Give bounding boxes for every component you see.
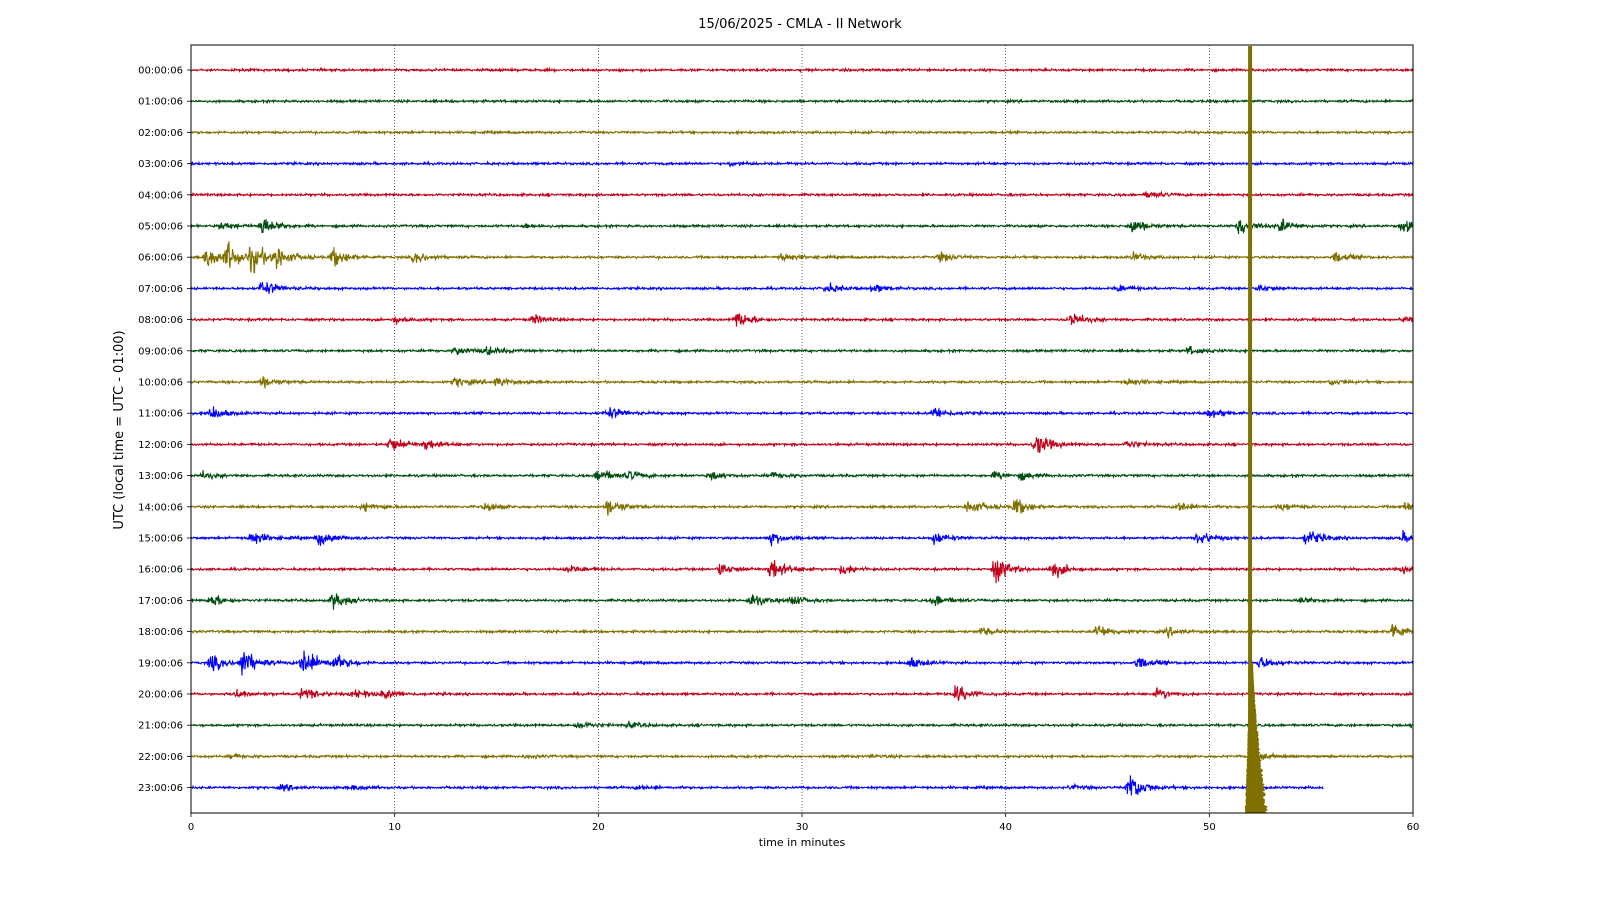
y-tick-label: 11:00:06 <box>138 409 183 420</box>
trace-210006 <box>190 720 1414 730</box>
x-tick-label: 20 <box>592 822 605 833</box>
x-axis-label: time in minutes <box>759 836 846 849</box>
x-tick-label: 30 <box>796 822 809 833</box>
y-tick-label: 23:00:06 <box>138 783 183 794</box>
y-tick-label: 00:00:06 <box>138 66 183 77</box>
trace-220006 <box>191 752 1414 761</box>
trace-090006 <box>190 345 1414 356</box>
trace-010006 <box>190 97 1414 105</box>
y-tick-label: 07:00:06 <box>138 284 183 295</box>
y-tick-label: 19:00:06 <box>138 658 183 669</box>
x-tick-label: 50 <box>1203 822 1216 833</box>
y-tick-label: 06:00:06 <box>138 253 183 264</box>
y-tick-label: 01:00:06 <box>138 97 183 108</box>
y-tick-label: 21:00:06 <box>138 721 183 732</box>
y-tick-label: 02:00:06 <box>138 128 183 139</box>
x-tick-layer: 0 10 20 30 40 50 60 <box>188 813 1420 833</box>
trace-000006 <box>190 66 1414 74</box>
large-event-tail <box>1249 751 1342 761</box>
trace-120006 <box>190 436 1414 453</box>
y-tick-label: 09:00:06 <box>138 346 183 357</box>
traces-layer <box>190 66 1414 796</box>
trace-230006 <box>190 775 1324 796</box>
x-tick-label: 60 <box>1407 822 1420 833</box>
y-tick-layer: 00:00:06 01:00:06 02:00:06 03:00:06 04:00:06… <box>138 66 191 794</box>
trace-180006 <box>190 623 1414 639</box>
y-tick-label: 10:00:06 <box>138 378 183 389</box>
trace-060006 <box>190 241 1414 274</box>
x-tick-label: 0 <box>188 822 194 833</box>
y-tick-label: 20:00:06 <box>138 690 183 701</box>
y-tick-label: 04:00:06 <box>138 190 183 201</box>
trace-140006 <box>190 499 1414 516</box>
trace-160006 <box>190 559 1414 584</box>
y-tick-label: 18:00:06 <box>138 627 183 638</box>
trace-080006 <box>190 313 1414 327</box>
y-tick-label: 13:00:06 <box>138 471 183 482</box>
y-tick-label: 16:00:06 <box>138 565 183 576</box>
chart-title: 15/06/2025 - CMLA - II Network <box>698 17 902 32</box>
x-tick-label: 40 <box>999 822 1012 833</box>
large-event-coda <box>1244 662 1269 813</box>
y-axis-label: UTC (local time = UTC - 01:00) <box>112 330 127 529</box>
y-tick-label: 08:00:06 <box>138 315 183 326</box>
trace-190006 <box>190 650 1414 676</box>
y-tick-label: 12:00:06 <box>138 440 183 451</box>
y-tick-label: 15:00:06 <box>138 534 183 545</box>
trace-030006 <box>190 160 1414 168</box>
trace-040006 <box>190 190 1414 199</box>
large-event-layer <box>1244 46 1342 813</box>
large-event-spike <box>1248 46 1253 813</box>
y-tick-label: 14:00:06 <box>138 502 183 513</box>
trace-200006 <box>190 685 1414 701</box>
trace-020006 <box>190 128 1414 136</box>
y-tick-label: 05:00:06 <box>138 222 183 233</box>
trace-070006 <box>191 282 1414 294</box>
y-tick-label: 03:00:06 <box>138 159 183 170</box>
y-tick-label: 17:00:06 <box>138 596 183 607</box>
trace-170006 <box>190 593 1414 610</box>
trace-100006 <box>191 376 1413 390</box>
trace-150006 <box>190 529 1414 547</box>
grid-layer <box>394 45 1210 813</box>
trace-110006 <box>190 406 1414 419</box>
y-tick-label: 22:00:06 <box>138 752 183 763</box>
trace-050006 <box>190 218 1414 235</box>
trace-130006 <box>190 470 1414 481</box>
x-tick-label: 10 <box>388 822 401 833</box>
